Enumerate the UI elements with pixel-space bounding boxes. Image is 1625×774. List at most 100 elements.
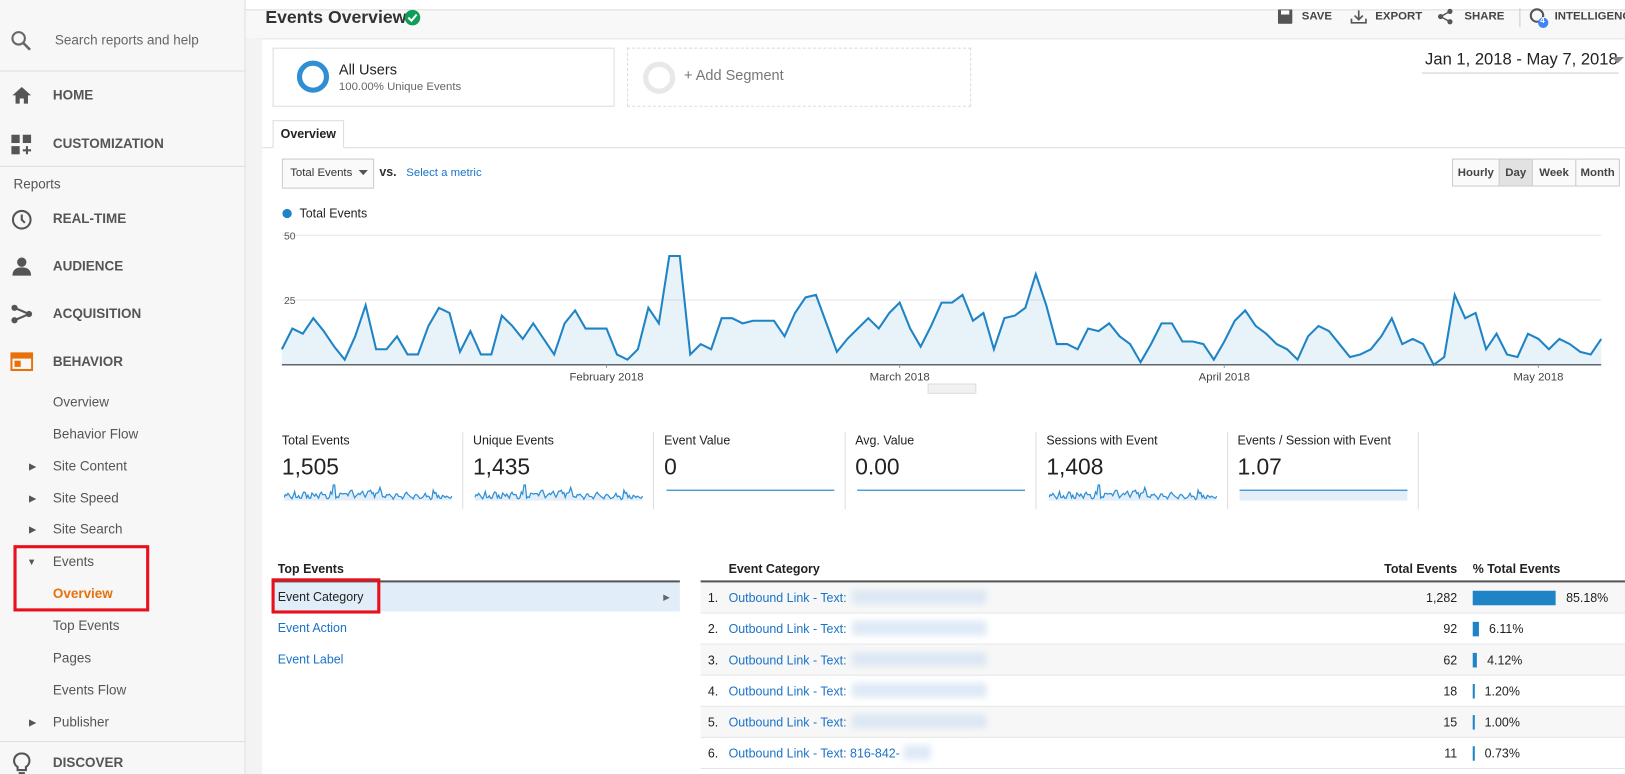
select-metric[interactable]: Select a metric — [406, 166, 482, 180]
header-action[interactable]: SHARE — [1464, 10, 1505, 23]
dimension-item[interactable]: Event Label — [277, 651, 344, 667]
header-action[interactable]: INTELLIGENCE — [1554, 10, 1625, 23]
nav-item[interactable]: REAL-TIME — [52, 210, 127, 226]
row-rank: 4. — [707, 684, 719, 699]
tab[interactable]: Overview — [272, 120, 345, 149]
row-label[interactable]: Outbound Link - Text: — [728, 715, 847, 730]
nav-subitem[interactable]: Publisher — [52, 714, 110, 730]
page-title: Events Overview — [265, 7, 407, 27]
nav-subitem[interactable]: Top Events — [52, 617, 120, 634]
collapse-handle[interactable] — [927, 383, 977, 394]
percent-bar — [1472, 684, 1475, 699]
nav-item[interactable]: BEHAVIOR — [52, 353, 123, 369]
row-percent: 4.12% — [1487, 652, 1523, 668]
expand-arrow[interactable]: ▶ — [29, 717, 37, 728]
nav-subitem[interactable]: Behavior Flow — [52, 425, 139, 442]
sparkline — [475, 484, 644, 501]
selected-row — [271, 582, 680, 612]
nav-subitem[interactable]: Overview — [52, 393, 110, 410]
sparkline — [1048, 484, 1217, 501]
metric-value: 0 — [664, 453, 677, 480]
save-icon — [1277, 9, 1293, 24]
behavior-icon — [10, 352, 34, 372]
row-rank: 1. — [707, 590, 719, 606]
header-bar — [245, 9, 1625, 40]
metric-divider — [653, 432, 655, 509]
sparkline — [1239, 489, 1408, 501]
collapse-arrow[interactable]: ▼ — [26, 556, 37, 567]
date-underline — [1421, 72, 1619, 74]
row-label[interactable]: Outbound Link - Text: — [728, 652, 847, 668]
row-label[interactable]: Outbound Link - Text: 816-842- — [728, 746, 900, 761]
row-label[interactable]: Outbound Link - Text: — [728, 684, 847, 699]
row-rank: 5. — [707, 715, 719, 730]
redacted — [903, 745, 931, 760]
metric-divider — [462, 432, 464, 509]
row-percent: 0.73% — [1484, 746, 1520, 761]
row-rank: 2. — [707, 621, 719, 637]
add-segment-card[interactable] — [627, 47, 972, 107]
row-arrow: ▶ — [663, 592, 670, 603]
nav-subitem[interactable]: Site Speed — [52, 490, 119, 506]
metric-label: Event Value — [664, 433, 731, 448]
period-button[interactable]: Week — [1531, 158, 1577, 187]
nav-subitem[interactable]: Site Search — [52, 521, 123, 537]
metric-value: 1.07 — [1237, 453, 1282, 480]
row-percent: 85.18% — [1566, 590, 1609, 606]
row-percent: 1.00% — [1484, 715, 1520, 730]
nav-item[interactable]: CUSTOMIZATION — [52, 135, 164, 152]
nav-item[interactable]: DISCOVER — [52, 754, 124, 771]
audience-icon — [12, 257, 32, 276]
row-total: 18 — [1443, 684, 1458, 699]
nav-item[interactable]: ACQUISITION — [52, 305, 142, 322]
metric-label: Sessions with Event — [1046, 433, 1158, 448]
divider — [0, 165, 245, 167]
nav-subitem[interactable]: Site Content — [52, 458, 128, 474]
dimension-item-active[interactable]: Event Category — [277, 589, 364, 605]
nav-item[interactable]: HOME — [52, 87, 94, 103]
row-label[interactable]: Outbound Link - Text: — [728, 621, 847, 637]
table-rule — [700, 580, 1625, 583]
nav-subitem-active[interactable]: Overview — [52, 585, 113, 602]
search-box[interactable]: Search reports and help — [54, 32, 199, 48]
intelligence-icon — [1529, 8, 1549, 28]
realtime-icon — [11, 209, 32, 230]
nav-subitem[interactable]: Events — [52, 553, 95, 569]
sparkline — [283, 484, 453, 501]
panel-title: Top Events — [277, 561, 344, 577]
metric-dropdown[interactable] — [281, 158, 375, 189]
redacted — [851, 714, 987, 729]
add-segment[interactable]: + Add Segment — [684, 66, 784, 83]
row-rank: 6. — [707, 746, 719, 761]
nav-subitem[interactable]: Pages — [52, 649, 92, 666]
metric-label: Total Events — [290, 166, 353, 180]
period-button[interactable]: Month — [1575, 158, 1620, 187]
date-range[interactable]: Jan 1, 2018 - May 7, 2018 — [1425, 50, 1618, 69]
nav-subitem[interactable]: Events Flow — [52, 681, 127, 698]
header-action[interactable]: SAVE — [1301, 10, 1332, 23]
header-action[interactable]: EXPORT — [1375, 10, 1423, 23]
x-tick-label: April 2018 — [1199, 371, 1250, 383]
segment-card[interactable] — [272, 47, 615, 107]
y-tick-label: 25 — [284, 296, 296, 307]
nav-item[interactable]: AUDIENCE — [52, 258, 124, 274]
sparkline-line — [283, 484, 453, 501]
row-label[interactable]: Outbound Link - Text: — [728, 590, 847, 606]
dimension-item[interactable]: Event Action — [277, 620, 347, 636]
expand-arrow[interactable]: ▶ — [29, 461, 37, 472]
period-button-active[interactable]: Day — [1498, 158, 1533, 187]
expand-arrow[interactable]: ▶ — [29, 524, 37, 535]
table-row — [700, 737, 1625, 770]
panel-rule — [271, 580, 680, 583]
sparkline-line — [475, 484, 644, 501]
row-percent: 1.20% — [1484, 684, 1520, 699]
divider — [0, 741, 245, 743]
redacted — [851, 620, 987, 636]
period-button[interactable]: Hourly — [1451, 158, 1500, 187]
export-icon — [1350, 10, 1367, 24]
row-total: 1,282 — [1426, 590, 1458, 606]
percent-bar — [1472, 621, 1479, 637]
expand-arrow[interactable]: ▶ — [29, 493, 37, 504]
redacted — [851, 651, 987, 667]
